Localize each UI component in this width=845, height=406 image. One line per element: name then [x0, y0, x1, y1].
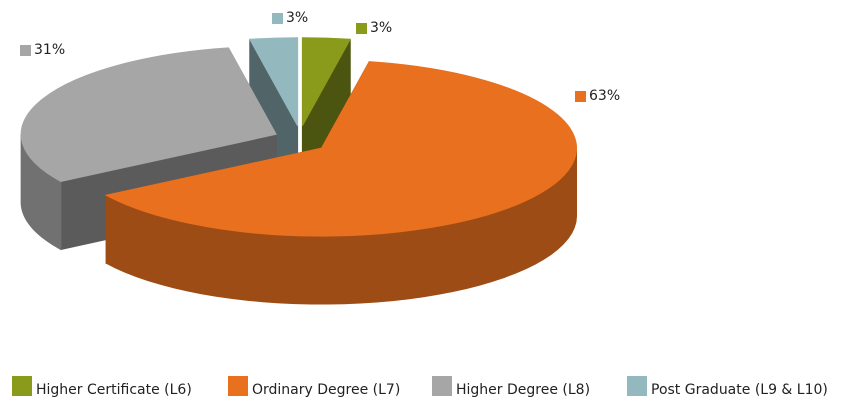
data-label: 31% — [34, 42, 65, 58]
legend-swatch — [12, 376, 32, 396]
legend-label: Higher Degree (L8) — [456, 382, 590, 398]
data-label: 3% — [286, 10, 308, 26]
legend-swatch — [228, 376, 248, 396]
slice — [301, 37, 352, 126]
slice — [20, 47, 277, 182]
label-swatch — [356, 23, 367, 34]
legend-swatch — [432, 376, 452, 396]
slice — [248, 37, 299, 126]
label-swatch — [20, 45, 31, 56]
legend-label: Higher Certificate (L6) — [36, 382, 192, 398]
slice — [104, 61, 577, 237]
data-label: 3% — [370, 20, 392, 36]
legend-label: Ordinary Degree (L7) — [252, 382, 400, 398]
data-label: 63% — [589, 88, 620, 104]
label-swatch — [272, 13, 283, 24]
label-swatch — [575, 91, 586, 102]
legend-label: Post Graduate (L9 & L10) — [651, 382, 828, 398]
legend-swatch — [627, 376, 647, 396]
